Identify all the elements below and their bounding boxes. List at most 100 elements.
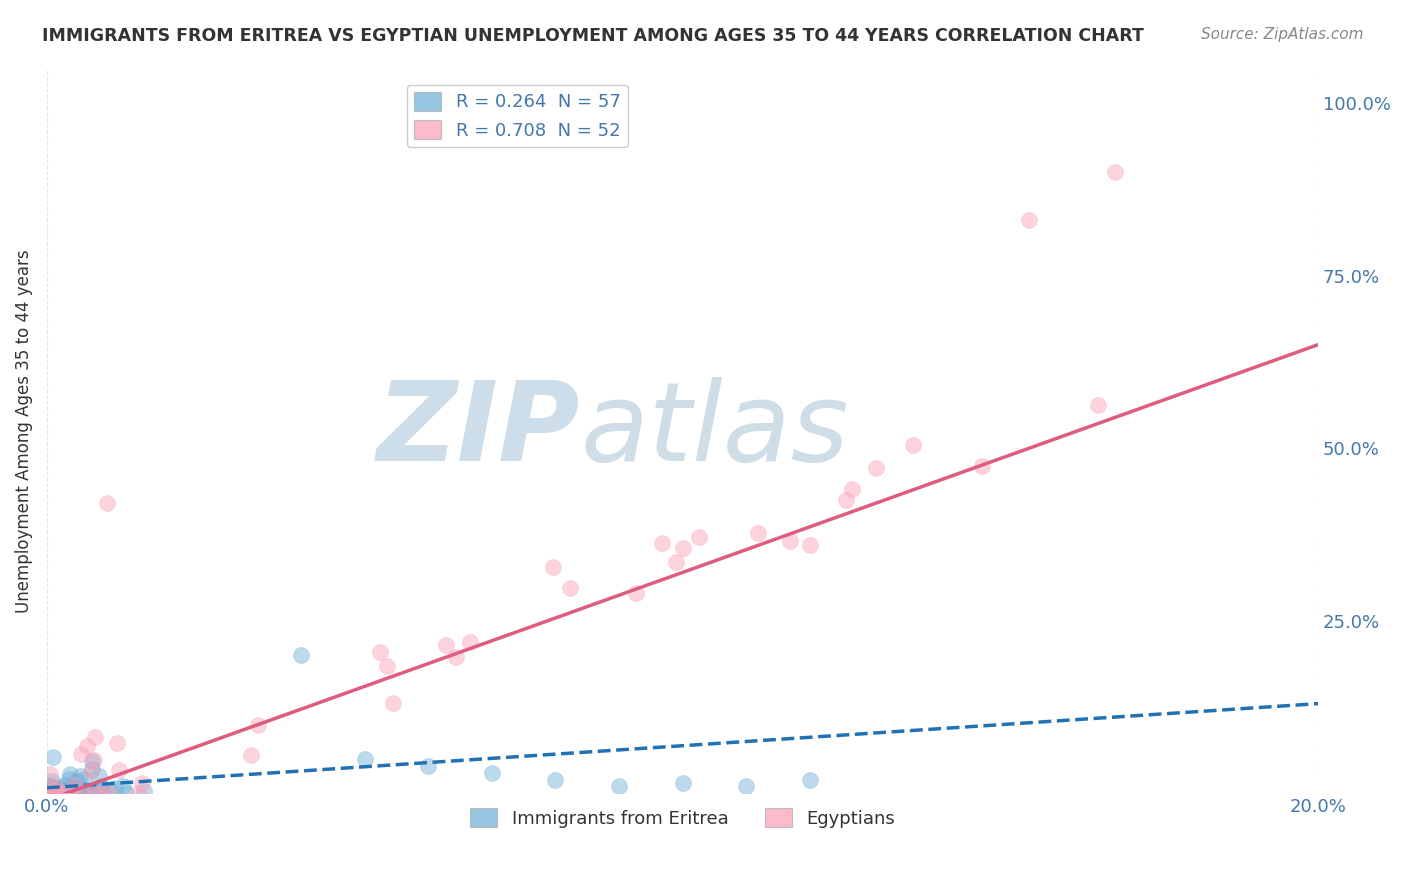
Point	[58, 772, 80, 786]
Point	[841, 483, 863, 497]
Point	[45, 781, 67, 796]
Point	[418, 758, 440, 772]
Point	[42, 750, 65, 764]
Point	[127, 786, 149, 800]
Point	[82, 763, 104, 777]
Point	[55, 783, 77, 797]
Point	[108, 763, 131, 777]
Point	[353, 752, 375, 766]
Point	[49, 786, 72, 800]
Point	[46, 784, 69, 798]
Point	[76, 786, 98, 800]
Legend: Immigrants from Eritrea, Egyptians: Immigrants from Eritrea, Egyptians	[463, 801, 903, 835]
Point	[626, 586, 648, 600]
Text: Source: ZipAtlas.com: Source: ZipAtlas.com	[1201, 27, 1364, 42]
Point	[51, 786, 73, 800]
Point	[46, 783, 69, 797]
Point	[96, 496, 118, 510]
Point	[90, 780, 112, 794]
Point	[1018, 213, 1040, 227]
Point	[747, 526, 769, 541]
Point	[671, 776, 693, 790]
Point	[865, 460, 887, 475]
Point	[87, 769, 110, 783]
Point	[39, 780, 62, 795]
Point	[80, 785, 103, 799]
Point	[779, 533, 801, 548]
Point	[541, 560, 564, 574]
Point	[560, 581, 582, 595]
Point	[835, 492, 858, 507]
Point	[39, 783, 62, 797]
Point	[46, 782, 69, 797]
Point	[901, 438, 924, 452]
Point	[665, 555, 688, 569]
Point	[104, 780, 127, 795]
Point	[84, 730, 107, 744]
Point	[382, 696, 405, 710]
Point	[970, 459, 993, 474]
Point	[46, 786, 69, 800]
Point	[39, 767, 62, 781]
Point	[246, 717, 269, 731]
Point	[799, 538, 821, 552]
Point	[59, 786, 82, 800]
Point	[111, 779, 134, 793]
Point	[444, 649, 467, 664]
Point	[73, 786, 96, 800]
Point	[131, 776, 153, 790]
Point	[91, 786, 114, 800]
Point	[83, 753, 105, 767]
Point	[80, 764, 103, 779]
Point	[688, 530, 710, 544]
Point	[39, 779, 62, 793]
Point	[59, 781, 82, 796]
Point	[66, 779, 89, 793]
Text: IMMIGRANTS FROM ERITREA VS EGYPTIAN UNEMPLOYMENT AMONG AGES 35 TO 44 YEARS CORRE: IMMIGRANTS FROM ERITREA VS EGYPTIAN UNEM…	[42, 27, 1144, 45]
Point	[115, 786, 138, 800]
Point	[42, 786, 65, 800]
Point	[41, 774, 63, 789]
Text: atlas: atlas	[581, 377, 849, 484]
Point	[39, 781, 62, 796]
Point	[375, 658, 398, 673]
Point	[134, 784, 156, 798]
Point	[83, 783, 105, 797]
Point	[42, 780, 65, 795]
Point	[67, 784, 90, 798]
Point	[42, 784, 65, 798]
Point	[80, 755, 103, 769]
Point	[62, 786, 84, 800]
Point	[60, 783, 83, 797]
Point	[65, 774, 87, 789]
Point	[44, 785, 66, 799]
Point	[368, 645, 391, 659]
Point	[97, 786, 120, 800]
Point	[59, 783, 82, 797]
Point	[39, 779, 62, 793]
Point	[69, 769, 91, 783]
Point	[458, 635, 481, 649]
Point	[76, 739, 98, 753]
Point	[51, 786, 73, 800]
Point	[240, 747, 263, 762]
Point	[39, 783, 62, 797]
Point	[72, 772, 94, 786]
Point	[290, 648, 312, 663]
Point	[434, 638, 457, 652]
Point	[53, 778, 76, 792]
Point	[60, 780, 83, 794]
Point	[1104, 165, 1126, 179]
Point	[59, 767, 82, 781]
Point	[66, 782, 89, 797]
Point	[83, 786, 105, 800]
Point	[63, 777, 86, 791]
Point	[799, 772, 821, 787]
Point	[90, 786, 112, 800]
Point	[672, 541, 695, 556]
Point	[607, 780, 630, 794]
Point	[89, 780, 111, 794]
Point	[45, 786, 67, 800]
Point	[107, 736, 129, 750]
Point	[1087, 398, 1109, 412]
